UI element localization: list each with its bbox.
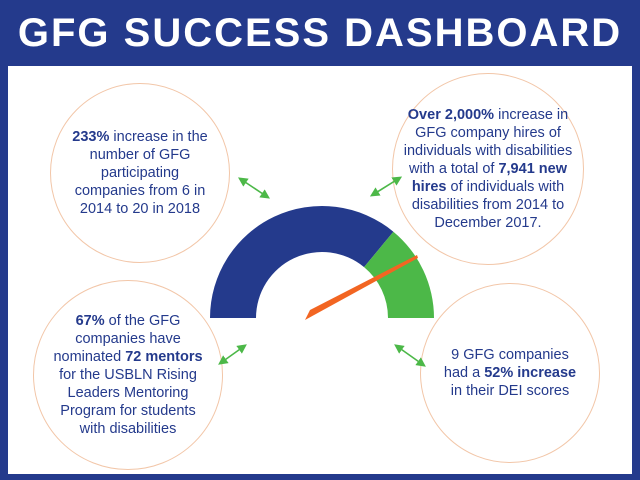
stat-tail: for the USBLN Rising Leaders Mentoring P… [59, 367, 197, 437]
stat-bubble-dei: 9 GFG companies had a 52% increase in th… [420, 283, 600, 463]
stat-highlight-2: 72 mentors [125, 349, 203, 365]
stat-tail: in their DEI scores [450, 383, 570, 399]
stat-highlight: 233% [72, 129, 110, 145]
double-arrow-icon [218, 344, 247, 365]
stat-bubble-companies: 233% increase in the number of GFG parti… [50, 83, 230, 263]
stat-text-hires: Over 2,000% increase in GFG company hire… [403, 106, 573, 232]
gauge-arc-green [364, 231, 434, 318]
double-arrow-icon [238, 177, 270, 199]
stat-text-mentors: 67% of the GFG companies have nominated … [46, 312, 211, 438]
stat-highlight: 2,000% [444, 107, 495, 123]
stat-tail: of individuals with disabilities from 20… [411, 179, 565, 231]
stat-bubble-mentors: 67% of the GFG companies have nominated … [33, 280, 223, 470]
stat-bubble-hires: Over 2,000% increase in GFG company hire… [392, 73, 584, 265]
gauge-arc-navy [210, 206, 394, 318]
stat-text-dei: 9 GFG companies had a 52% increase in th… [440, 346, 580, 400]
stat-body: of the GFG companies have nominated [53, 313, 181, 365]
stat-highlight: 67% [75, 313, 105, 329]
stat-text-companies: 233% increase in the number of GFG parti… [65, 128, 215, 218]
double-arrow-icon [394, 344, 426, 367]
stat-highlight: 52% increase [484, 365, 577, 381]
gauge-needle [305, 255, 418, 320]
stat-lead: 9 GFG companies had a [443, 347, 569, 381]
stat-body: increase in GFG company hires of individ… [403, 107, 573, 177]
stat-body: increase in the number of GFG participat… [74, 129, 208, 217]
dashboard-title: GFG SUCCESS DASHBOARD [17, 10, 623, 55]
stat-highlight-2: 7,941 new hires [411, 161, 567, 195]
stat-lead: Over [407, 107, 445, 123]
double-arrow-icon [369, 176, 403, 197]
